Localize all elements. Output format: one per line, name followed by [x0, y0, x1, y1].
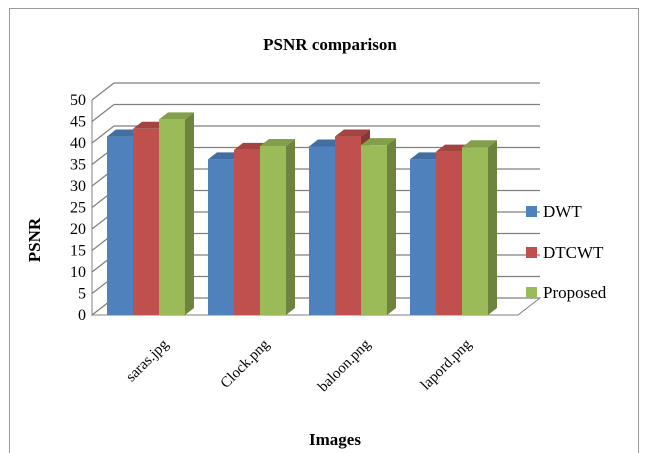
legend-item-proposed: Proposed	[526, 283, 607, 302]
y-tick-label: 45	[70, 114, 86, 131]
gridline	[91, 82, 540, 101]
x-category-label: lapord.png	[418, 336, 475, 393]
x-axis-label: Images	[309, 430, 361, 449]
legend-swatch	[526, 206, 537, 217]
legend-label: Proposed	[543, 283, 607, 302]
legend-label: DTCWT	[543, 243, 604, 262]
legend-swatch	[526, 287, 537, 298]
y-tick-label: 15	[70, 243, 86, 260]
chart-frame	[9, 8, 639, 453]
bar-proposed-1	[159, 112, 194, 315]
chart-title: PSNR comparison	[263, 35, 397, 54]
bar-proposed-3	[361, 138, 396, 315]
legend-item-dtcwt: DTCWT	[526, 243, 604, 262]
y-tick-label: 0	[78, 307, 86, 324]
y-tick-label: 25	[70, 200, 86, 217]
bar-proposed-2	[260, 139, 295, 315]
legend-swatch	[526, 247, 537, 258]
gridline	[91, 103, 540, 122]
x-category-label: saras.jpg	[123, 336, 172, 385]
x-category-label: Clock.png	[218, 336, 274, 392]
y-tick-label: 5	[78, 286, 86, 303]
bar-proposed-4	[462, 140, 497, 315]
y-tick-label: 30	[70, 178, 86, 195]
legend-label: DWT	[543, 202, 582, 221]
y-tick-label: 10	[70, 264, 86, 281]
y-axis-label: PSNR	[25, 217, 44, 262]
y-tick-label: 40	[70, 135, 86, 152]
y-axis-ticks: 0 5 10 15 20 25 30 35 40 45 50	[70, 92, 86, 324]
legend-item-dwt: DWT	[526, 202, 582, 221]
bar-groups	[107, 112, 497, 315]
y-tick-label: 20	[70, 221, 86, 238]
x-axis-categories: saras.jpg Clock.png baloon.png lapord.png	[123, 336, 475, 395]
y-tick-label: 35	[70, 157, 86, 174]
y-tick-label: 50	[70, 92, 86, 109]
gridline	[91, 125, 540, 144]
x-category-label: baloon.png	[315, 336, 374, 395]
legend: DWT DTCWT Proposed	[526, 202, 607, 302]
